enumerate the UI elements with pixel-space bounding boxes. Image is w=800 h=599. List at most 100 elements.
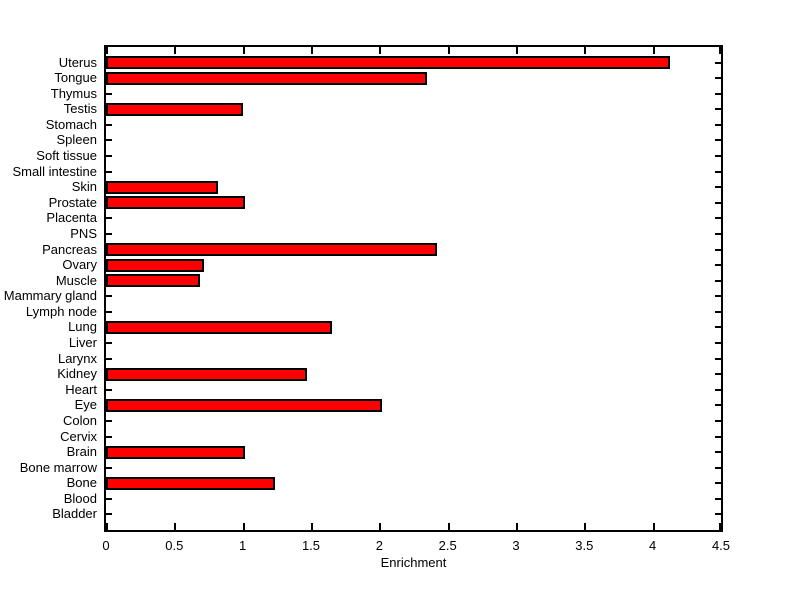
y-tick-left [106, 357, 112, 360]
y-tick-left [106, 139, 112, 142]
bar-bone [106, 476, 276, 490]
y-tick-right [715, 466, 721, 469]
y-tick-right [715, 264, 721, 267]
y-tick-right [715, 123, 721, 126]
y-tick-right [715, 61, 721, 64]
x-tick-label-4-5: 4.5 [711, 538, 731, 553]
y-tick-right [715, 373, 721, 376]
y-tick-right [715, 513, 721, 516]
y-tick-right [715, 342, 721, 345]
x-tick-top [652, 47, 655, 54]
x-tick-label-2-5: 2.5 [438, 538, 457, 553]
y-tick-label-mammary-gland: Mammary gland [3, 288, 97, 304]
y-tick-label-larynx: Larynx [57, 350, 97, 366]
y-tick-left [106, 466, 112, 469]
y-tick-left [106, 388, 112, 391]
y-tick-label-testis: Testis [63, 101, 97, 117]
y-tick-left [106, 170, 112, 173]
y-tick-right [715, 232, 721, 235]
y-tick-right [715, 497, 721, 500]
y-tick-label-placenta: Placenta [46, 210, 97, 226]
y-tick-left [106, 232, 112, 235]
y-tick-label-thymus: Thymus [50, 85, 97, 101]
y-tick-right [715, 435, 721, 438]
y-tick-left [106, 123, 112, 126]
y-tick-label-skin: Skin [71, 179, 97, 195]
y-tick-label-bladder: Bladder [52, 506, 97, 522]
y-tick-right [715, 248, 721, 251]
y-tick-left [106, 342, 112, 345]
y-tick-left [106, 310, 112, 313]
y-tick-label-lymph-node: Lymph node [25, 303, 97, 319]
y-tick-right [715, 482, 721, 485]
y-tick-right [715, 326, 721, 329]
y-tick-left [106, 497, 112, 500]
y-tick-label-colon: Colon [63, 412, 97, 428]
y-tick-left [106, 419, 112, 422]
y-tick-label-tongue: Tongue [54, 70, 97, 86]
y-tick-label-small-intestine: Small intestine [12, 163, 97, 179]
y-tick-label-kidney: Kidney [57, 366, 97, 382]
y-tick-right [715, 170, 721, 173]
x-tick-bottom [516, 523, 518, 530]
y-tick-left [106, 295, 112, 298]
bar-prostate [106, 196, 246, 210]
y-tick-right [715, 77, 721, 80]
x-tick-bottom [174, 523, 177, 530]
y-tick-label-bone: Bone [66, 475, 97, 491]
plot-area [104, 45, 723, 532]
bar-tongue [106, 71, 428, 85]
x-tick-bottom [242, 523, 245, 530]
x-tick-label-3-5: 3.5 [575, 538, 594, 553]
y-tick-label-pancreas: Pancreas [42, 241, 97, 257]
y-tick-right [715, 217, 721, 220]
x-tick-top [174, 47, 177, 54]
y-tick-right [715, 310, 721, 313]
x-tick-top [719, 47, 721, 54]
x-tick-top [447, 47, 450, 54]
bar-ovary [106, 258, 205, 272]
y-tick-label-heart: Heart [65, 381, 97, 397]
bar-brain [106, 445, 246, 459]
bar-lung [106, 320, 332, 334]
x-axis-title: Enrichment [380, 555, 447, 570]
y-tick-left [106, 217, 112, 220]
x-tick-label-1-5: 1.5 [301, 538, 321, 553]
x-tick-bottom [652, 523, 655, 530]
y-tick-right [715, 108, 721, 111]
bar-muscle [106, 274, 201, 288]
y-tick-label-soft-tissue: Soft tissue [36, 148, 97, 164]
bar-uterus [106, 56, 671, 70]
y-tick-right [715, 295, 721, 298]
y-tick-left [106, 435, 112, 438]
x-tick-bottom [447, 523, 450, 530]
y-tick-label-eye: Eye [74, 397, 97, 413]
x-tick-bottom [379, 523, 382, 530]
x-tick-top [311, 47, 313, 54]
y-tick-label-blood: Blood [63, 490, 97, 506]
y-tick-label-liver: Liver [68, 335, 97, 351]
y-tick-right [715, 201, 721, 204]
x-tick-top [106, 47, 108, 54]
y-tick-label-pns: PNS [70, 225, 97, 241]
y-tick-label-stomach: Stomach [45, 116, 97, 132]
x-tick-top [242, 47, 245, 54]
y-tick-label-cervix: Cervix [60, 428, 97, 444]
y-tick-left [106, 92, 112, 95]
x-tick-bottom [311, 523, 313, 530]
x-tick-bottom [584, 523, 587, 530]
y-tick-label-muscle: Muscle [55, 272, 97, 288]
y-tick-label-brain: Brain [66, 444, 97, 460]
y-tick-right [715, 186, 721, 189]
y-tick-left [106, 155, 112, 158]
bar-eye [106, 398, 383, 412]
y-tick-right [715, 279, 721, 282]
y-tick-right [715, 139, 721, 142]
x-tick-label-3: 3 [512, 538, 520, 553]
x-tick-top [584, 47, 587, 54]
bar-skin [106, 180, 219, 194]
x-tick-label-4: 4 [649, 538, 657, 553]
y-tick-right [715, 155, 721, 158]
y-tick-right [715, 419, 721, 422]
x-tick-label-0-5: 0.5 [165, 538, 184, 553]
